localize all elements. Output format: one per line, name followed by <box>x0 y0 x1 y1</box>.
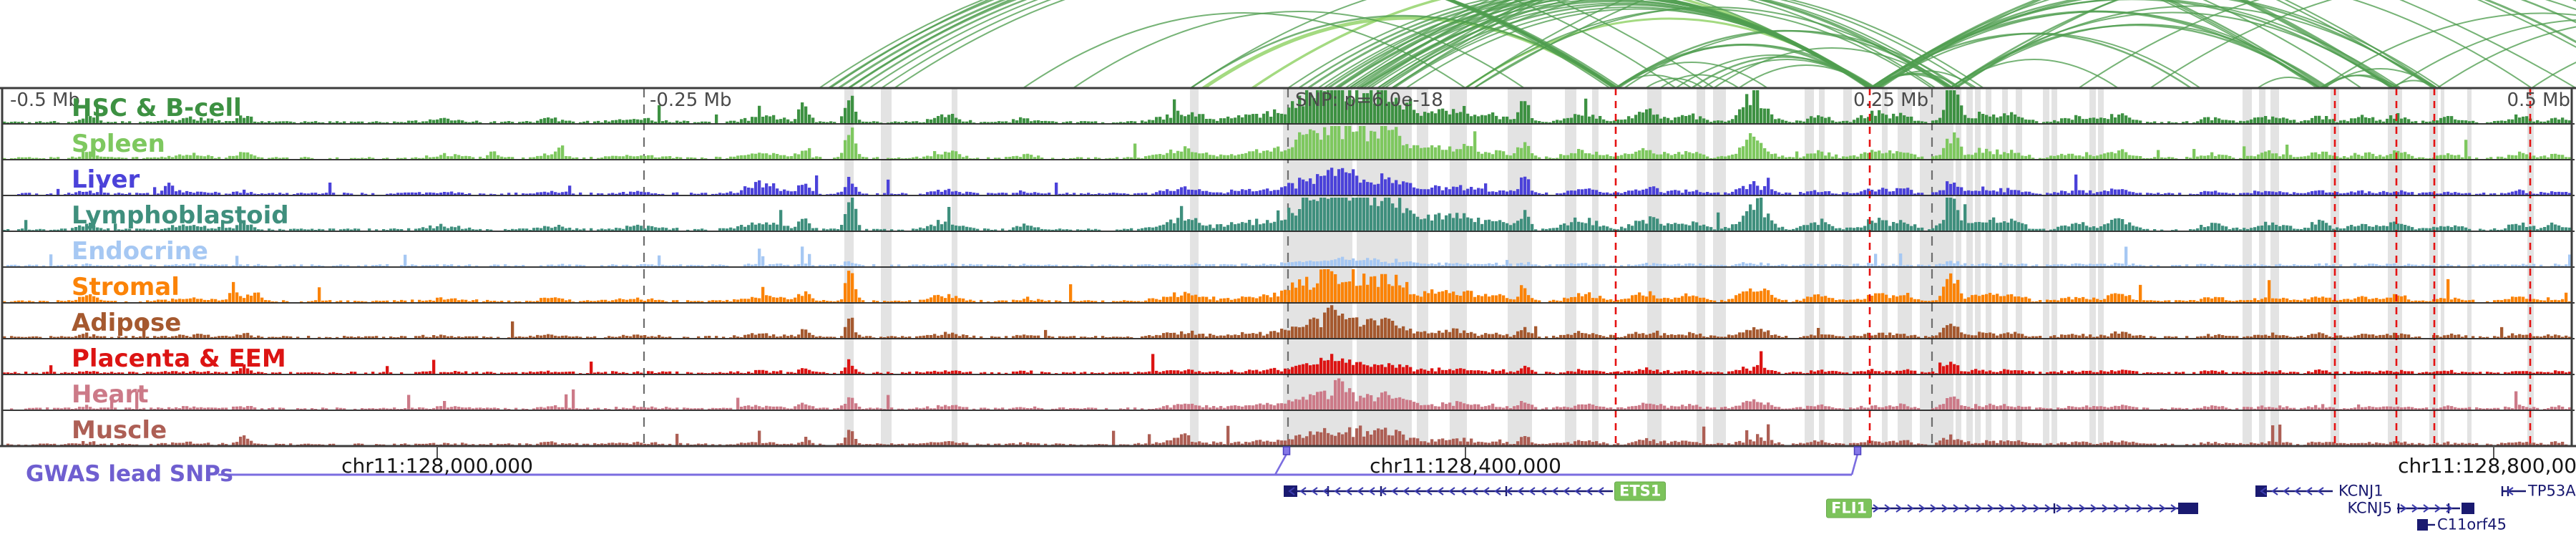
interaction-arc <box>2150 0 2333 88</box>
gene-label-FLI1: FLI1 <box>1826 498 1873 518</box>
interaction-arc <box>1618 44 1877 88</box>
interaction-arc <box>1956 0 2118 88</box>
signal-track-endocrine <box>6 246 2572 266</box>
interaction-arc <box>1954 24 2330 88</box>
signal-track-hsc-b-cell <box>3 90 2572 123</box>
interaction-arc <box>1878 32 2201 88</box>
gene-exon-KCNJ5 <box>2462 503 2474 514</box>
interaction-arc <box>2323 68 2438 88</box>
interaction-arc <box>829 0 1714 88</box>
interaction-arc <box>2321 12 2576 88</box>
interaction-arc <box>894 0 1622 88</box>
gene-exon-C11orf45 <box>2417 519 2428 531</box>
track-label-lymphoblastoid: Lymphoblastoid <box>72 201 289 230</box>
chr-coordinate-label: chr11:128,000,000 <box>341 454 533 478</box>
track-label-spleen: Spleen <box>72 130 165 158</box>
interaction-arc <box>869 0 1615 88</box>
interaction-arc <box>2257 77 2321 88</box>
gwas-lead-snps-label: GWAS lead SNPs <box>26 461 233 487</box>
gene-exon-FLI1 <box>2178 503 2198 514</box>
gene-label-C11orf45: C11orf45 <box>2437 516 2507 533</box>
interaction-arc <box>1953 5 2436 88</box>
gene-strand-arrows-ETS1 <box>1288 487 1604 495</box>
interaction-arc <box>1738 64 1874 88</box>
gene-label-KCNJ5: KCNJ5 <box>2347 499 2392 517</box>
interaction-arc <box>1405 8 1872 88</box>
interaction-arc <box>881 0 1619 88</box>
interaction-arc <box>1355 0 2326 88</box>
track-label-placenta-eem: Placenta & EEM <box>72 344 286 373</box>
chr-coordinate-label: chr11:128,400,000 <box>1370 454 1561 478</box>
track-label-stromal: Stromal <box>72 273 180 301</box>
interaction-arc <box>1073 11 1525 88</box>
interaction-arc <box>1870 0 2576 88</box>
track-label-liver: Liver <box>72 165 140 194</box>
interaction-arc <box>1877 0 2442 88</box>
interaction-arc <box>848 0 1677 88</box>
track-label-adipose: Adipose <box>72 309 182 337</box>
interaction-arcs-panel <box>819 0 2576 88</box>
signal-track-spleen <box>3 126 2572 159</box>
track-label-heart: Heart <box>72 380 149 409</box>
interaction-arc <box>1391 0 1984 88</box>
interaction-arc <box>1189 14 1617 88</box>
signal-track-heart <box>10 378 2572 410</box>
gwas-snp-marker[interactable] <box>1853 446 1862 455</box>
interaction-arc <box>1713 47 1951 88</box>
track-label-hsc-b-cell: HSC & B-cell <box>72 94 242 122</box>
gene-strand-arrows-FLI1 <box>1873 504 2177 513</box>
gene-label-KCNJ1: KCNJ1 <box>2338 482 2384 500</box>
scale-label: -0.25 Mb <box>650 90 732 111</box>
scale-label: 0.25 Mb <box>1853 90 1929 111</box>
signal-track-muscle <box>6 424 2568 445</box>
interaction-arc <box>1465 8 1933 88</box>
interaction-arc <box>1393 6 1870 88</box>
interaction-arc <box>1615 62 1768 88</box>
scale-label: 0.5 Mb <box>2507 90 2570 111</box>
scale-label: -0.5 Mb <box>10 90 80 111</box>
gene-strand-arrows-KCNJ5 <box>2400 504 2453 513</box>
interaction-arc <box>2531 62 2576 88</box>
interaction-arc <box>1334 0 2321 88</box>
chr-coordinate-label: chr11:128,800,000 <box>2398 454 2576 478</box>
signal-track-placenta-eem <box>3 351 2572 374</box>
gwas-snp-marker[interactable] <box>1282 446 1291 455</box>
interaction-arc <box>1948 0 2576 88</box>
gene-strand-arrows-KCNJ1 <box>2260 487 2324 495</box>
track-label-endocrine: Endocrine <box>72 237 208 266</box>
interaction-arc <box>1335 0 1949 88</box>
gwas-snp-stem <box>1850 453 1859 475</box>
signal-track-adipose <box>3 305 2572 338</box>
interaction-arc <box>1690 56 1876 88</box>
signal-track-liver <box>17 168 2572 195</box>
interaction-arc <box>1880 0 2576 88</box>
gene-label-TP53AIP1: TP53AIP1 <box>2528 482 2576 500</box>
interaction-arc <box>2078 0 2576 88</box>
interaction-arc <box>2392 19 2576 88</box>
scale-label: SNP: p=6.0e-18 <box>1295 90 1443 111</box>
signal-track-lymphoblastoid <box>3 198 2572 231</box>
gwas-snp-stem <box>1274 453 1288 475</box>
gene-strand-arrows-TP53AIP1 <box>2507 487 2514 495</box>
signal-track-stromal <box>3 269 2572 302</box>
track-label-muscle: Muscle <box>72 416 167 445</box>
interaction-arc <box>2436 26 2576 88</box>
gene-label-ETS1: ETS1 <box>1614 481 1667 501</box>
interaction-arc <box>1362 0 1958 88</box>
